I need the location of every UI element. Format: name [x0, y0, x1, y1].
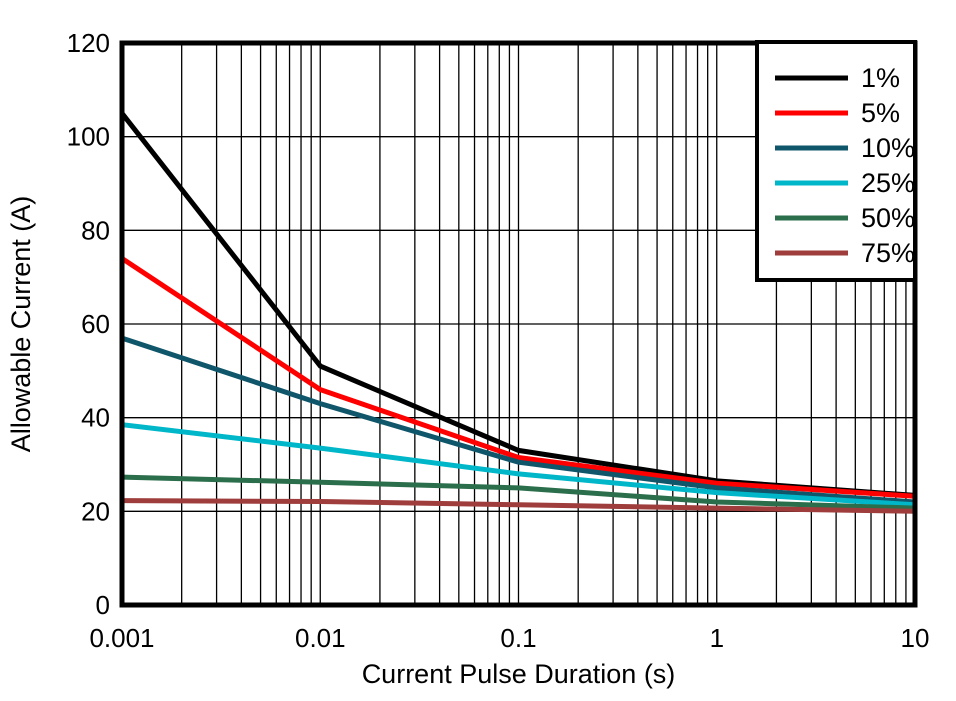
plot-border — [119, 40, 918, 608]
legend-label: 75% — [861, 238, 915, 268]
legend-label: 5% — [861, 98, 900, 128]
legend-box — [755, 40, 917, 282]
legend-label: 1% — [861, 63, 900, 93]
y-tick-label: 60 — [81, 309, 110, 339]
data-series-lines — [120, 111, 916, 514]
x-axis-title: Current Pulse Duration (s) — [362, 659, 676, 689]
y-axis-title: Allowable Current (A) — [6, 196, 36, 453]
y-tick-label: 120 — [67, 28, 110, 58]
y-tick-label: 20 — [81, 496, 110, 526]
x-tick-label: 10 — [901, 623, 930, 653]
x-tick-label: 0.001 — [89, 623, 154, 653]
x-tick-label: 0.01 — [295, 623, 346, 653]
legend-label: 10% — [861, 133, 915, 163]
y-tick-label: 100 — [67, 122, 110, 152]
y-tick-label: 0 — [96, 590, 110, 620]
legend: 1% 5% 10% 25% 50% 75% — [755, 40, 917, 282]
legend-label: 50% — [861, 203, 915, 233]
y-tick-label: 40 — [81, 403, 110, 433]
y-tick-label: 80 — [81, 215, 110, 245]
y-axis-tick-labels: 0 20 40 60 80 100 120 — [67, 28, 110, 620]
legend-label: 25% — [861, 168, 915, 198]
x-axis-tick-labels: 0.001 0.01 0.1 1 10 — [89, 623, 929, 653]
x-tick-label: 0.1 — [500, 623, 536, 653]
x-tick-label: 1 — [710, 623, 724, 653]
